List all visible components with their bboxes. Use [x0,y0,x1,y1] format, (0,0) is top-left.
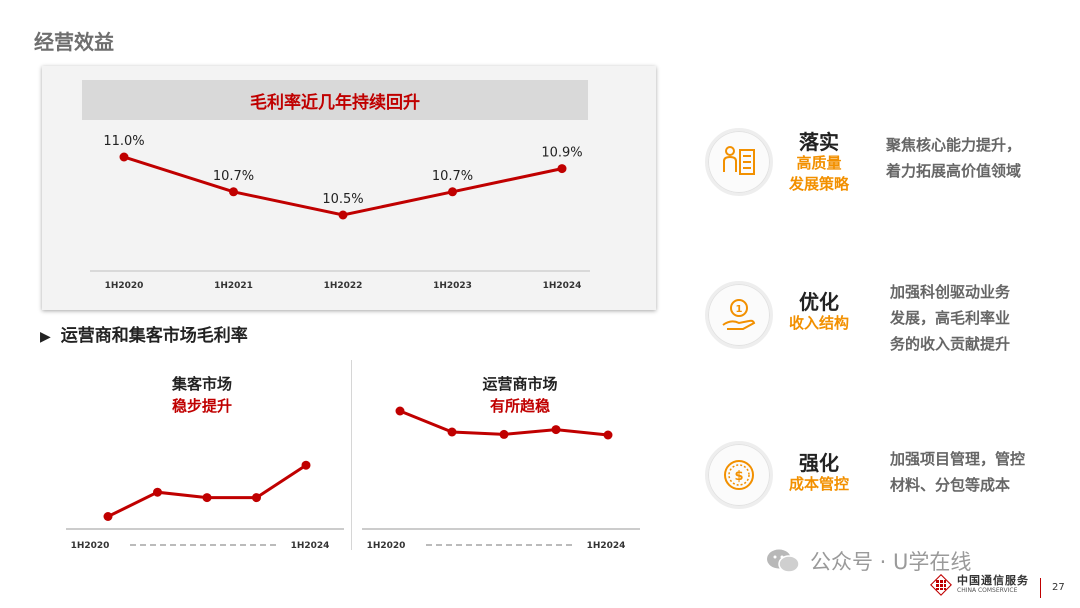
strategy-desc-line: 发展，高毛利率业 [890,309,1011,327]
data-point [499,429,509,439]
mini-title-line1: 运营商市场 [482,375,558,393]
data-point [252,493,261,503]
data-point [338,210,348,220]
data-point [603,430,613,440]
data-label: 10.5% [322,192,363,207]
data-point [301,460,311,470]
checklist-person-icon [705,128,773,196]
strategy-description: 聚焦核心能力提升， 着力拓展高价值领域 [886,132,1056,184]
svg-text:$: $ [734,469,743,484]
logo-mark-icon [930,574,952,596]
x-tick-label: 1H2024 [587,541,626,551]
data-point [395,406,405,416]
operator-margin-line-chart: 1H2020 1H2024 [362,406,640,551]
series-line [107,463,307,518]
data-point [103,512,113,521]
data-point [551,425,561,435]
strategy-sub: 高质量 发展策略 [779,153,859,195]
strategy-head: 优化 [799,290,839,314]
strategy-sub: 收入结构 [779,313,859,334]
data-point [447,427,457,437]
watermark-text: 公众号 · U学在线 [810,550,972,574]
strategy-desc-line: 聚焦核心能力提升， [886,136,1022,154]
data-label: 11.0% [103,134,144,149]
x-tick-label: 1H2020 [105,281,144,291]
data-point [153,487,162,497]
mini-chart-title-operator: 运营商市场 有所趋稳 [430,373,610,417]
strategy-sub-line1: 高质量 [796,154,842,172]
strategy-sub-line2: 发展策略 [788,175,849,193]
strategy-desc-line: 材料、分包等成本 [890,476,1011,494]
strategy-head: 落实 [799,130,839,154]
logo-chinese-name: 中国通信服务 [957,574,1029,587]
x-tick-label: 1H2024 [543,281,582,291]
divider [351,360,352,550]
strategy-head: 强化 [799,451,839,475]
svg-text:1: 1 [736,304,743,315]
x-tick-label: 1H2020 [71,541,110,551]
hand-coin-icon: 1 [705,281,773,349]
data-label: 10.7% [432,169,473,184]
x-tick-label: 1H2023 [433,281,472,291]
triangle-marker-icon: ▶ [40,329,51,345]
x-tick-label: 1H2022 [324,281,363,291]
watermark: 公众号 · U学在线 [766,546,971,576]
x-tick-label: 1H2020 [367,541,406,551]
data-label: 10.9% [541,146,582,161]
strategy-desc-line: 务的收入贡献提升 [890,335,1011,353]
strategy-description: 加强项目管理，管控 材料、分包等成本 [890,446,1060,498]
enterprise-margin-line-chart: 1H2020 1H2024 [66,460,344,551]
mini-title-line2: 有所趋稳 [489,397,550,415]
strategy-description: 加强科创驱动业务 发展，高毛利率业 务的收入贡献提升 [890,279,1060,357]
strategy-desc-line: 加强项目管理，管控 [890,450,1026,468]
section-heading: ▶ 运营商和集客市场毛利率 [40,321,248,346]
wechat-icon [767,549,800,573]
company-logo: 中国通信服务 CHINA COMSERVICE [930,574,1029,596]
logo-english-name: CHINA COMSERVICE [957,587,1018,594]
chart-title: 毛利率近几年持续回升 [82,80,588,120]
dollar-coin-icon: $ [705,441,773,509]
gross-margin-line-chart: 11.0% 1H2020 10.7% 1H2021 10.5% 1H2022 10.7% 1H… [90,134,590,291]
strategy-desc-line: 加强科创驱动业务 [890,283,1011,301]
section-heading-text: 运营商和集客市场毛利率 [60,326,248,346]
strategy-sub: 成本管控 [779,474,859,495]
mini-title-line2: 稳步提升 [171,397,232,415]
strategy-sub-line1: 收入结构 [788,314,849,332]
page-number: 27 [1052,582,1065,593]
mini-chart-title-enterprise: 集客市场 稳步提升 [112,373,292,417]
footer-divider [1040,578,1041,598]
data-point [448,187,457,197]
data-point [202,493,212,503]
strategy-sub-line1: 成本管控 [788,475,849,493]
x-tick-label: 1H2024 [291,541,330,551]
data-label: 10.7% [213,169,254,184]
data-point [557,164,567,174]
page-title: 经营效益 [34,30,114,54]
data-point [229,187,238,197]
mini-title-line1: 集客市场 [171,375,232,393]
data-point [119,152,129,162]
strategy-desc-line: 着力拓展高价值领域 [886,162,1022,180]
x-tick-label: 1H2021 [214,281,253,291]
